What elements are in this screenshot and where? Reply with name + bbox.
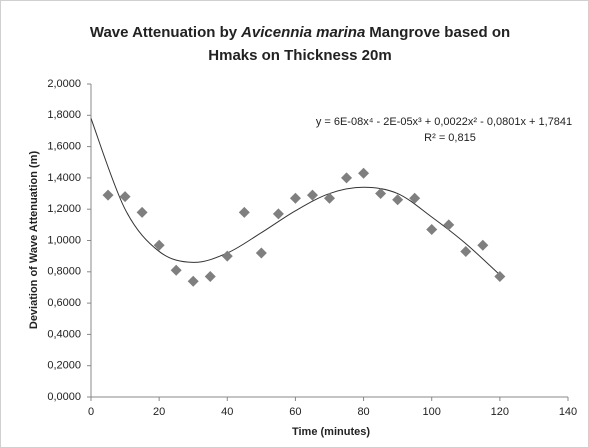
data-point [477, 239, 489, 251]
data-point [460, 245, 472, 257]
y-tick-label: 1,0000 [47, 234, 81, 246]
data-point [443, 219, 455, 231]
y-tick-label: 0,2000 [47, 360, 81, 372]
x-tick-label: 60 [289, 406, 301, 418]
data-point [136, 206, 148, 218]
data-point [204, 270, 216, 282]
data-point [341, 172, 353, 184]
data-point [392, 194, 404, 206]
chart-title: Wave Attenuation by Avicennia marina Mangr… [90, 24, 510, 41]
data-point [187, 275, 199, 287]
trendline [90, 118, 501, 276]
y-tick-label: 0,8000 [47, 266, 81, 278]
title-run: Hmaks on Thickness 20m [208, 47, 391, 64]
data-point [494, 270, 506, 282]
y-tick-label: 1,2000 [47, 203, 81, 215]
x-tick-label: 140 [559, 406, 577, 418]
data-point [324, 192, 335, 204]
data-point [255, 247, 267, 259]
data-point [426, 224, 438, 236]
y-tick-label: 1,6000 [47, 141, 81, 153]
x-axis-title: Time (minutes) [292, 426, 370, 438]
data-point [272, 208, 284, 220]
data-point [289, 192, 301, 204]
y-tick-label: 1,4000 [47, 172, 81, 184]
y-tick-label: 0,6000 [47, 297, 81, 309]
data-point [375, 188, 387, 200]
x-tick-label: 100 [423, 406, 441, 418]
y-tick-label: 1,8000 [47, 109, 81, 121]
data-point [102, 189, 114, 201]
x-tick-label: 120 [491, 406, 509, 418]
trend-r2: R² = 0,815 [424, 132, 476, 144]
data-point [221, 250, 233, 262]
data-point [238, 206, 250, 218]
y-tick-label: 2,0000 [47, 78, 81, 90]
x-tick-label: 0 [88, 406, 94, 418]
data-point [306, 189, 318, 201]
data-point [409, 192, 421, 204]
data-point [119, 191, 131, 203]
data-point [358, 167, 370, 179]
title-run: Avicennia marina [240, 24, 365, 41]
title-run: Wave Attenuation by [90, 24, 238, 41]
y-axis-title: Deviation of Wave Attenuation (m) [28, 151, 40, 330]
x-tick-label: 40 [221, 406, 233, 418]
trend-equation: y = 6E-08x⁴ - 2E-05x³ + 0,0022x² - 0,080… [316, 116, 572, 128]
data-point [170, 264, 182, 276]
y-tick-label: 0,4000 [47, 328, 81, 340]
x-tick-label: 80 [357, 406, 369, 418]
x-tick-label: 20 [153, 406, 165, 418]
title-run: Mangrove based on [369, 24, 510, 41]
y-tick-label: 0,0000 [47, 391, 81, 403]
chart-title: Hmaks on Thickness 20m [208, 47, 391, 64]
data-point [153, 239, 165, 251]
